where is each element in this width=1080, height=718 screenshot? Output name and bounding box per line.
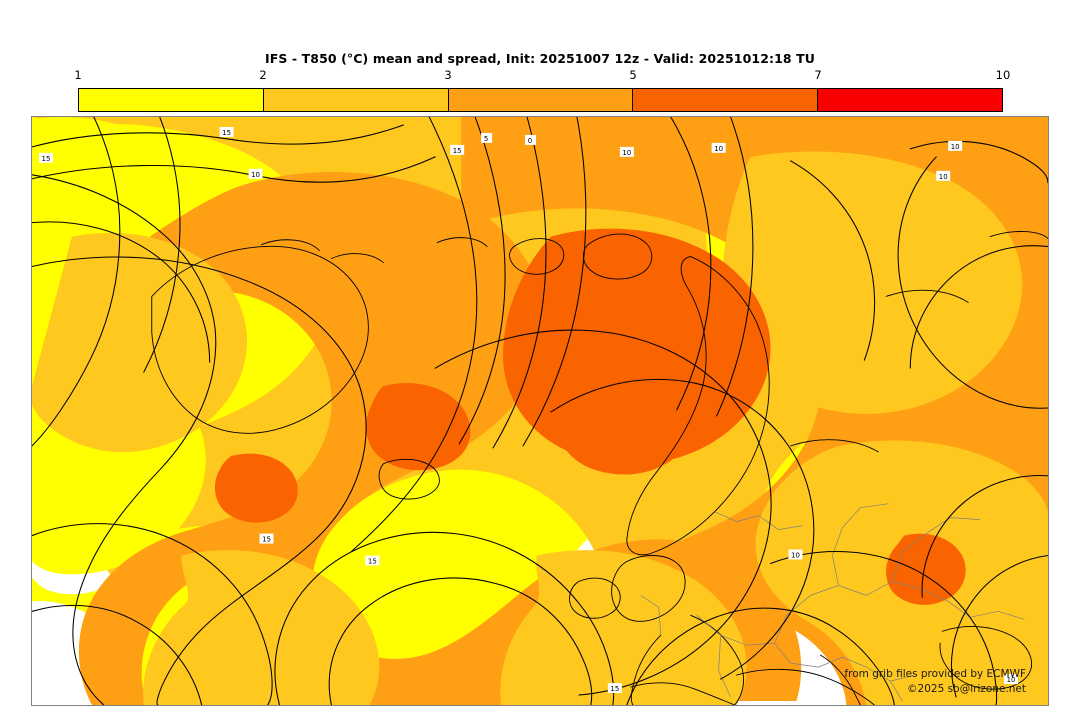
map-canvas: 15 10 15 15 5 0 10 10 10 10 15 15 10 15 …	[32, 117, 1048, 705]
country-border-layer	[640, 503, 1025, 702]
contour-label: 15	[365, 555, 380, 565]
contour-label: 5	[481, 132, 493, 143]
shading-band-5-7-core2	[554, 363, 693, 475]
colorbar-segment-1-2	[79, 89, 264, 111]
contour-label: 10	[948, 140, 963, 151]
shading-cut-gold-w	[143, 550, 380, 705]
svg-text:10: 10	[791, 552, 800, 560]
shading-band-5-7-core3	[214, 453, 298, 523]
colorbar-segment-3-5	[448, 89, 634, 111]
contour-label: 10	[619, 146, 634, 157]
contour-label: 10	[248, 168, 263, 179]
shading-band-7-10-core	[602, 245, 660, 295]
colorbar-gradient-strip	[78, 88, 1003, 112]
colorbar-tick-1: 2	[259, 68, 267, 82]
contour-label: 10	[936, 170, 951, 181]
colorbar	[78, 88, 1003, 112]
shading-cut-gold-nw2	[32, 232, 247, 453]
svg-text:15: 15	[42, 155, 51, 163]
svg-text:10: 10	[951, 143, 960, 151]
contour-label: 10	[788, 549, 803, 560]
colorbar-segment-2-3	[263, 89, 449, 111]
page-title: IFS - T850 (°C) mean and spread, Init: 2…	[264, 51, 816, 66]
contour-label: 15	[450, 144, 465, 155]
svg-text:15: 15	[610, 685, 619, 693]
contour-label: 15	[259, 533, 274, 544]
shading-band-5-7-core4	[365, 383, 471, 471]
contour-label: 15	[219, 126, 234, 137]
colorbar-tick-4: 7	[814, 68, 822, 82]
colorbar-tick-0: 1	[74, 68, 82, 82]
contour-label-layer: 15 10 15 15 5 0 10 10 10 10 15 15 10 15 …	[38, 126, 1019, 693]
svg-text:15: 15	[262, 536, 271, 544]
svg-text:10: 10	[714, 145, 723, 153]
svg-text:0: 0	[528, 137, 532, 145]
contour-label: 15	[607, 683, 622, 693]
colorbar-tick-3: 5	[629, 68, 637, 82]
svg-text:15: 15	[453, 147, 462, 155]
svg-text:10: 10	[1007, 676, 1016, 684]
colorbar-segment-5-7	[633, 89, 819, 111]
svg-text:15: 15	[222, 129, 231, 137]
svg-text:10: 10	[251, 171, 260, 179]
contour-label: 15	[38, 152, 53, 163]
shading-band-5-7-core5	[886, 533, 966, 605]
colorbar-tick-5: 10	[995, 68, 1011, 82]
contour-line-layer	[32, 117, 1048, 705]
svg-text:10: 10	[622, 149, 631, 157]
spread-shading-layer	[32, 117, 1048, 705]
svg-text:10: 10	[939, 173, 948, 181]
map-panel: 15 10 15 15 5 0 10 10 10 10 15 15 10 15 …	[31, 116, 1049, 706]
svg-text:5: 5	[484, 135, 488, 143]
colorbar-segment-7-10	[818, 89, 1002, 111]
contour-label: 10	[1004, 674, 1019, 684]
shading-cut-gold-east	[722, 151, 1023, 414]
contour-label: 10	[711, 142, 726, 153]
svg-text:15: 15	[368, 557, 377, 565]
colorbar-tick-2: 3	[444, 68, 452, 82]
shading-cut-gold-s	[500, 550, 747, 705]
colorbar-tick-labels: 1 2 3 5 7 10	[74, 68, 1010, 84]
contour-label: 0	[525, 134, 537, 145]
